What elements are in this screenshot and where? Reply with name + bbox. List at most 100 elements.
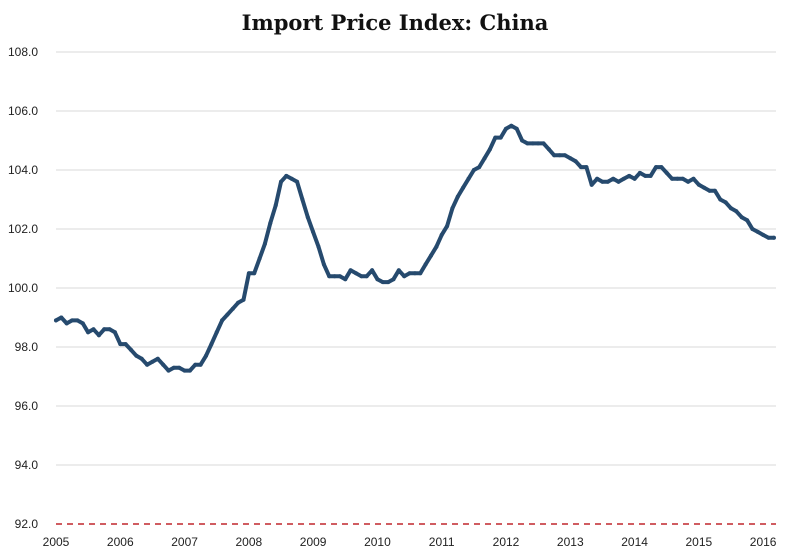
data-point xyxy=(546,147,551,152)
data-point xyxy=(337,274,342,279)
data-point xyxy=(605,179,610,184)
data-point xyxy=(236,300,241,305)
data-point xyxy=(654,165,658,170)
data-point xyxy=(220,318,225,323)
data-point xyxy=(573,159,578,164)
data-point xyxy=(680,176,685,181)
data-point xyxy=(520,138,525,143)
data-point xyxy=(279,179,283,184)
data-point xyxy=(755,229,760,234)
data-point xyxy=(627,173,632,178)
data-point xyxy=(391,277,396,282)
data-point xyxy=(455,194,460,199)
x-tick-label: 2015 xyxy=(686,535,713,549)
data-point xyxy=(584,165,589,170)
data-point xyxy=(766,235,771,240)
data-point xyxy=(429,253,433,258)
data-point xyxy=(696,182,701,187)
data-point xyxy=(691,176,696,181)
data-point xyxy=(525,141,530,146)
data-point xyxy=(739,215,744,220)
data-point xyxy=(252,271,257,276)
data-point xyxy=(225,312,230,317)
data-point xyxy=(402,274,407,279)
data-point xyxy=(675,176,680,181)
data-point xyxy=(557,153,562,158)
data-point xyxy=(123,342,128,347)
data-point xyxy=(134,353,139,358)
data-point xyxy=(262,241,267,246)
gridlines xyxy=(56,51,776,525)
y-tick-label: 94.0 xyxy=(15,458,39,472)
data-point xyxy=(734,209,739,214)
data-point xyxy=(327,274,332,279)
data-point xyxy=(659,165,664,170)
data-point xyxy=(407,271,412,276)
x-tick-label: 2005 xyxy=(43,535,70,549)
x-tick-label: 2007 xyxy=(171,535,198,549)
x-tick-label: 2011 xyxy=(429,535,455,549)
data-point xyxy=(364,274,369,279)
x-tick-label: 2012 xyxy=(493,535,520,549)
data-point xyxy=(182,368,187,373)
x-tick-label: 2006 xyxy=(107,535,134,549)
data-point xyxy=(359,274,364,279)
data-point xyxy=(311,229,316,234)
data-point xyxy=(729,206,733,211)
data-point xyxy=(461,185,466,190)
data-point xyxy=(536,141,541,146)
data-point xyxy=(498,135,503,140)
data-point xyxy=(295,179,300,184)
data-point xyxy=(96,333,101,338)
data-point xyxy=(118,342,123,347)
x-tick-label: 2014 xyxy=(621,535,648,549)
data-point xyxy=(632,176,637,181)
data-point xyxy=(450,206,455,211)
data-point xyxy=(112,330,117,335)
data-point xyxy=(54,318,58,323)
data-point xyxy=(161,362,166,367)
chart-title: Import Price Index: China xyxy=(242,10,549,35)
data-point xyxy=(562,153,567,158)
y-tick-label: 108.0 xyxy=(8,45,38,59)
data-point xyxy=(80,321,85,326)
data-point xyxy=(611,176,616,181)
data-point xyxy=(471,168,476,172)
data-point xyxy=(423,262,428,267)
data-point xyxy=(445,224,450,229)
data-point xyxy=(643,173,648,178)
data-point xyxy=(412,271,417,276)
data-point xyxy=(514,126,519,131)
data-point xyxy=(166,368,171,373)
x-tick-label: 2009 xyxy=(300,535,327,549)
data-point xyxy=(487,147,492,152)
series-line xyxy=(54,123,776,373)
data-point xyxy=(664,170,669,175)
data-point xyxy=(209,342,214,347)
data-point xyxy=(530,141,535,146)
data-point xyxy=(193,362,198,367)
data-point xyxy=(504,126,508,131)
data-point xyxy=(579,165,583,170)
data-point xyxy=(595,176,600,181)
data-point xyxy=(289,176,294,181)
data-point xyxy=(241,297,246,302)
data-point xyxy=(300,197,305,202)
data-point xyxy=(187,368,192,373)
data-point xyxy=(64,321,69,326)
data-point xyxy=(771,235,776,240)
data-point xyxy=(648,173,653,178)
y-tick-label: 100.0 xyxy=(8,281,38,295)
y-tick-label: 92.0 xyxy=(15,517,39,531)
data-point xyxy=(707,188,712,193)
x-tick-label: 2016 xyxy=(750,535,777,549)
data-point xyxy=(145,362,150,367)
data-point xyxy=(568,156,573,161)
data-point xyxy=(273,203,278,208)
data-point xyxy=(268,221,273,226)
data-point xyxy=(139,356,144,361)
data-point xyxy=(316,244,321,249)
data-point xyxy=(204,353,208,358)
data-point xyxy=(107,327,112,332)
